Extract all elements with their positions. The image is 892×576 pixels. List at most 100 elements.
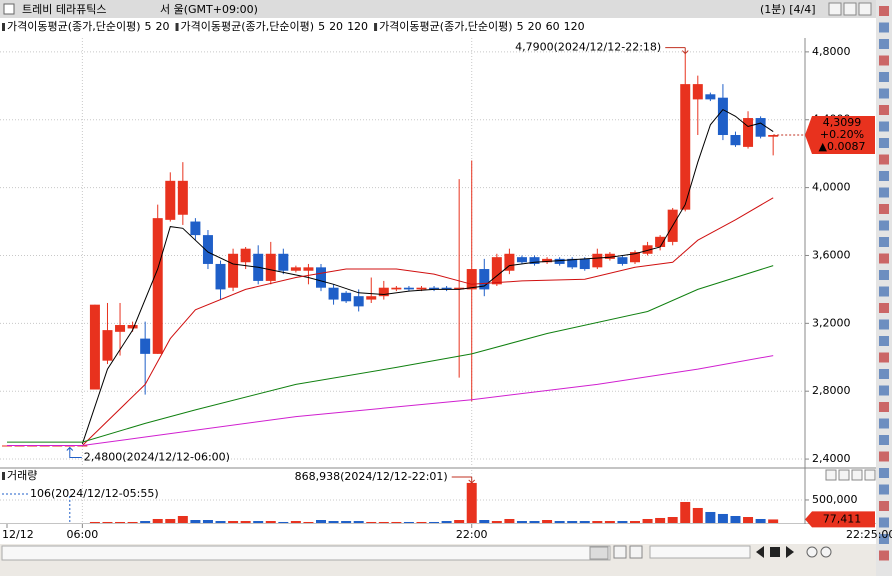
volume-bar <box>579 521 590 523</box>
legend-label: 가격이동평균(종가,단순이평) <box>7 20 141 33</box>
toolbar-icon[interactable] <box>879 451 889 462</box>
zoom-out[interactable] <box>806 546 818 558</box>
candle-body <box>743 118 754 147</box>
candle-body <box>278 253 289 271</box>
last-price-label: +0.20% <box>820 128 864 141</box>
volume-bar <box>717 513 728 523</box>
x-axis-band <box>0 524 876 544</box>
copy-button[interactable] <box>828 2 842 16</box>
toolbar-icon[interactable] <box>879 22 889 33</box>
min-annotation: 106(2024/12/12-05:55) <box>30 487 159 500</box>
moving-average <box>7 355 774 446</box>
toolbar-icon[interactable] <box>879 319 889 330</box>
y-tick-label: 2,4000 <box>812 452 851 465</box>
volume-bar <box>228 521 239 523</box>
panel-button[interactable] <box>864 469 876 481</box>
toolbar-icon[interactable] <box>879 534 889 544</box>
toolbar-icon[interactable] <box>879 352 889 363</box>
toolbar-icon[interactable] <box>879 286 889 297</box>
toolbar-icon[interactable] <box>879 270 889 280</box>
toolbar-icon[interactable] <box>879 237 889 247</box>
toolbar-icon[interactable] <box>879 6 889 16</box>
toolbar-icon[interactable] <box>879 121 889 132</box>
zoom-in[interactable] <box>820 546 832 558</box>
volume-bar <box>466 482 477 523</box>
candle-body <box>316 267 326 288</box>
last-price-box <box>805 116 875 155</box>
toolbar-icon[interactable] <box>879 402 889 412</box>
volume-bar <box>316 520 326 523</box>
toolbar-icon[interactable] <box>879 39 889 49</box>
toolbar-icon[interactable] <box>879 418 889 429</box>
toolbar-icon[interactable] <box>879 171 889 181</box>
stop-button[interactable] <box>770 547 780 557</box>
volume-bar <box>529 521 540 523</box>
toolbar-icon[interactable] <box>879 435 889 445</box>
panel-marker <box>2 472 5 480</box>
panel-button[interactable] <box>825 469 837 481</box>
candle-body <box>705 94 716 100</box>
x-tick-label: 22:00 <box>456 528 488 541</box>
toolbar-icon[interactable] <box>879 187 889 198</box>
scroll-button[interactable] <box>613 545 627 559</box>
toolbar-icon[interactable] <box>879 517 889 528</box>
prev-button[interactable] <box>756 546 764 558</box>
toolbar-icons <box>879 6 889 561</box>
toolbar-icon[interactable] <box>879 105 889 115</box>
price-panel <box>0 18 876 468</box>
volume-bar <box>479 520 490 523</box>
candle-body <box>768 135 779 137</box>
scroll-button[interactable] <box>629 545 643 559</box>
legend-period: 5 <box>145 20 152 33</box>
volume-bar <box>115 521 126 523</box>
toolbar-icon[interactable] <box>879 253 889 264</box>
toolbar-icon[interactable] <box>879 484 889 495</box>
legend-marker <box>2 23 5 31</box>
close-button[interactable] <box>858 2 872 16</box>
toolbar-icon[interactable] <box>879 385 889 396</box>
next-button[interactable] <box>786 546 794 558</box>
toolbar-icon[interactable] <box>879 55 889 66</box>
toolbar-icon[interactable] <box>879 303 889 313</box>
zoom-slider[interactable] <box>649 545 751 559</box>
toolbar-icon[interactable] <box>879 72 889 82</box>
min-annotation: 2,4800(2024/12/12-06:00) <box>84 450 230 463</box>
volume-bar <box>441 521 452 523</box>
candle-body <box>228 253 239 288</box>
toolbar-icon[interactable] <box>879 138 889 148</box>
volume-bar <box>353 521 364 523</box>
candle-body <box>617 257 628 264</box>
y-tick-label: 4,0000 <box>812 181 851 194</box>
toolbar-icon[interactable] <box>879 154 889 165</box>
toolbar-icon[interactable] <box>879 468 889 478</box>
volume-bar <box>755 518 766 523</box>
scrollbar[interactable] <box>1 545 611 561</box>
toolbar-icon[interactable] <box>879 204 889 214</box>
toolbar-icon[interactable] <box>879 88 889 99</box>
volume-bar <box>542 520 553 523</box>
toolbar-icon[interactable] <box>879 220 889 231</box>
toolbar-icon[interactable] <box>879 501 889 511</box>
scroll-thumb[interactable] <box>589 546 609 560</box>
candle-body <box>391 287 402 290</box>
volume-title: 거래량 <box>7 469 37 482</box>
panel-button[interactable] <box>851 469 863 481</box>
toolbar-icon[interactable] <box>879 369 889 379</box>
moving-average <box>81 108 774 444</box>
legend-period: 5 <box>517 20 524 33</box>
window-icon[interactable] <box>3 3 15 15</box>
candle-body <box>604 253 615 259</box>
candle-body <box>177 180 188 215</box>
panel-button[interactable] <box>838 469 850 481</box>
toolbar-icon[interactable] <box>879 550 889 561</box>
candle-body <box>240 248 251 263</box>
last-value-box <box>805 511 875 528</box>
toolbar-icon[interactable] <box>879 336 889 346</box>
maximize-button[interactable] <box>843 2 857 16</box>
candle-body <box>378 287 389 297</box>
volume-bar <box>341 521 352 523</box>
candle-body <box>190 221 201 236</box>
volume-panel <box>0 468 876 524</box>
last-price-label: ▲0.0087 <box>819 140 866 153</box>
volume-bar <box>102 521 113 523</box>
